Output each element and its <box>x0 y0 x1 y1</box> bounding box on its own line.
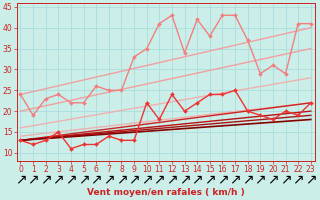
X-axis label: Vent moyen/en rafales ( km/h ): Vent moyen/en rafales ( km/h ) <box>87 188 244 197</box>
